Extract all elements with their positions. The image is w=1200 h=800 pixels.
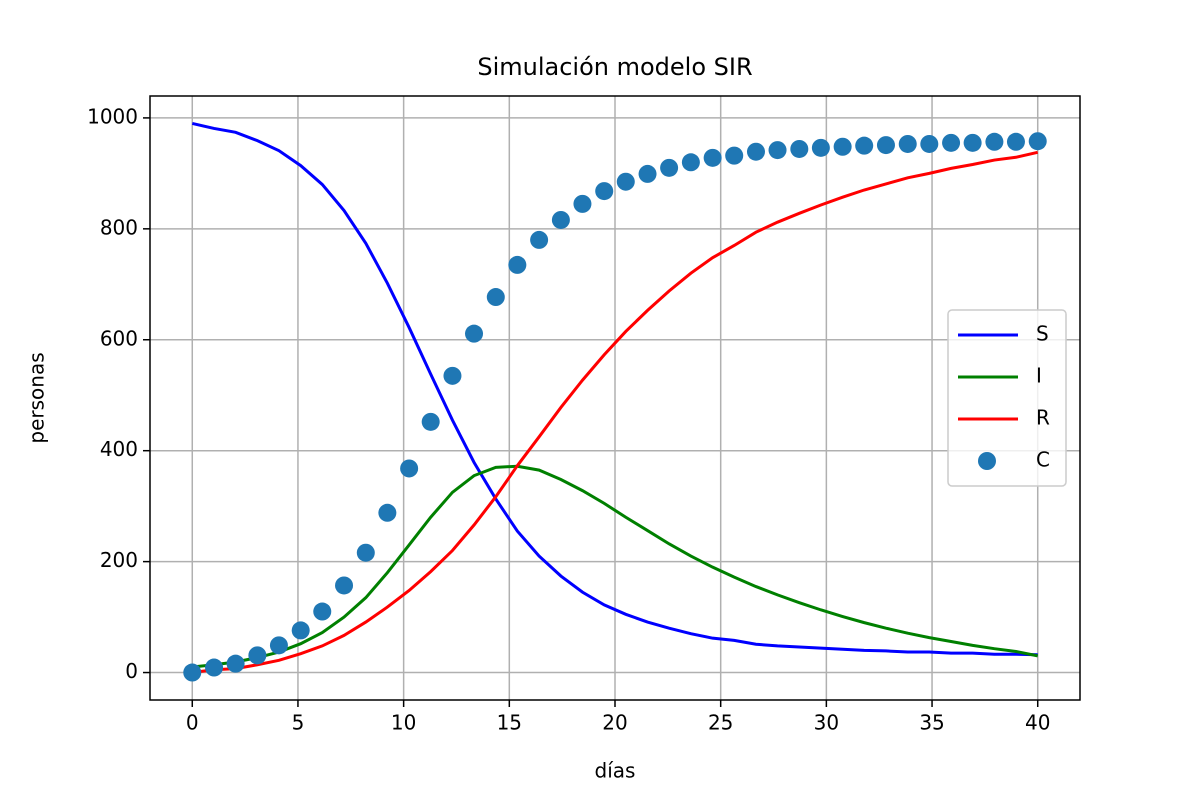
series-line <box>192 464 1039 669</box>
data-point <box>725 146 744 165</box>
x-tick-label: 35 <box>919 711 944 735</box>
y-tick-label: 0 <box>125 659 138 683</box>
data-point <box>790 139 809 158</box>
data-point <box>248 646 267 665</box>
data-point <box>616 172 635 191</box>
x-tick-label: 15 <box>497 711 522 735</box>
data-point <box>1028 132 1047 151</box>
legend-label: I <box>1036 364 1042 388</box>
data-point <box>269 636 288 655</box>
data-point <box>226 654 245 673</box>
data-point <box>400 459 419 478</box>
data-point <box>942 133 961 152</box>
data-point <box>335 576 354 595</box>
data-point <box>985 132 1004 151</box>
data-point <box>920 134 939 153</box>
data-point <box>1006 132 1025 151</box>
data-point <box>703 148 722 167</box>
data-point <box>291 621 310 640</box>
x-tick-label: 10 <box>391 711 416 735</box>
data-point <box>530 230 549 249</box>
legend-label: C <box>1036 448 1050 472</box>
data-point <box>638 164 657 183</box>
y-tick-label: 1000 <box>87 104 138 128</box>
data-point <box>205 658 224 677</box>
x-tick-label: 30 <box>814 711 839 735</box>
y-tick-label: 600 <box>100 326 138 350</box>
data-point <box>963 133 982 152</box>
y-tick-label: 800 <box>100 215 138 239</box>
data-point <box>486 288 505 307</box>
data-point <box>378 503 397 522</box>
chart-title: Simulación modelo SIR <box>477 53 752 81</box>
y-tick-label: 400 <box>100 437 138 461</box>
data-point <box>768 141 787 160</box>
plot-frame <box>149 95 1081 701</box>
legend-box <box>947 309 1067 487</box>
data-point <box>443 366 462 385</box>
data-point <box>833 137 852 156</box>
legend-label: S <box>1036 322 1049 346</box>
data-point <box>660 158 679 177</box>
data-point <box>595 182 614 201</box>
data-point <box>551 210 570 229</box>
data-point <box>465 324 484 343</box>
data-point <box>313 602 332 621</box>
x-tick-label: 40 <box>1025 711 1050 735</box>
data-point <box>876 136 895 155</box>
data-point <box>421 412 440 431</box>
x-tick-label: 0 <box>186 711 199 735</box>
data-point <box>573 194 592 213</box>
x-axis-label: días <box>595 759 636 783</box>
data-point <box>508 255 527 274</box>
x-tick-label: 5 <box>292 711 305 735</box>
series-line <box>191 121 1038 657</box>
x-tick-label: 25 <box>708 711 733 735</box>
data-point <box>746 142 765 161</box>
data-point <box>681 153 700 172</box>
data-point <box>898 134 917 153</box>
y-tick-label: 200 <box>100 548 138 572</box>
x-tick-label: 20 <box>602 711 627 735</box>
data-point <box>356 543 375 562</box>
data-point <box>855 136 874 155</box>
series-line <box>192 150 1039 675</box>
legend-marker <box>978 452 996 470</box>
y-axis-label: personas <box>25 352 49 443</box>
data-point <box>811 138 830 157</box>
data-point <box>183 663 202 682</box>
legend-label: R <box>1036 406 1050 430</box>
